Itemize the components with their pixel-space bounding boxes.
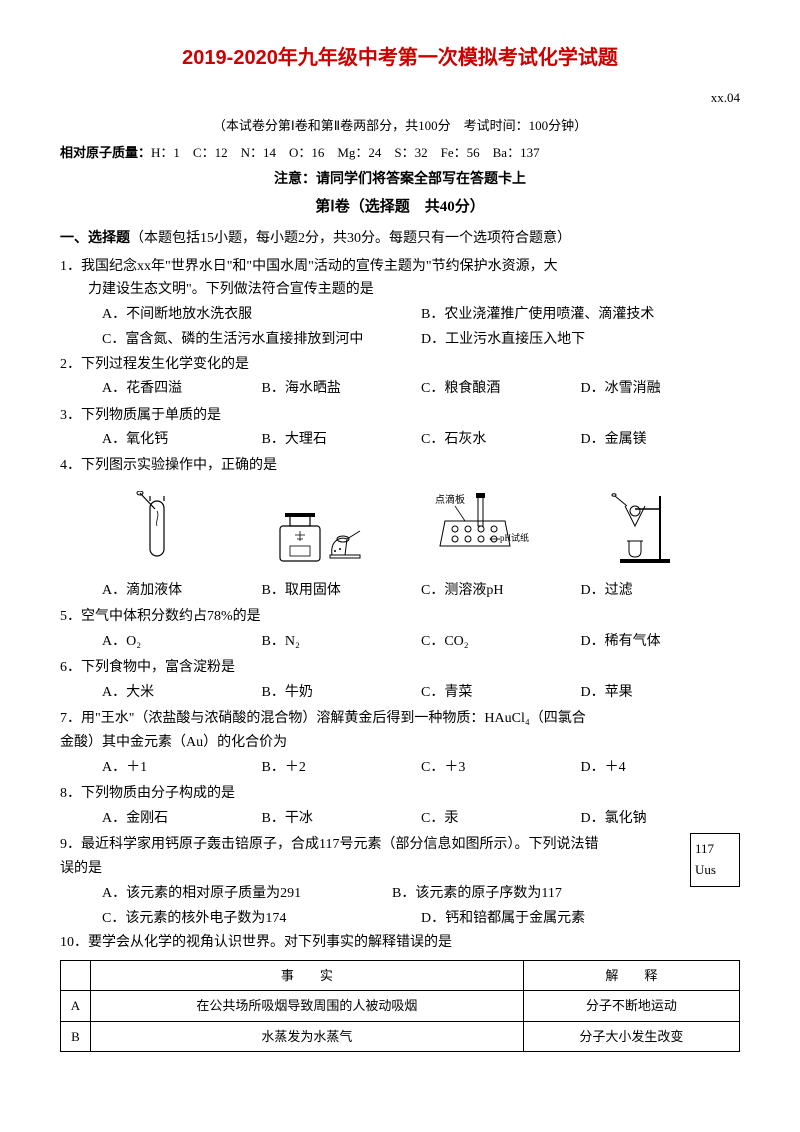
q8-optB: B．干冰 — [262, 806, 422, 831]
q7-optD: D．＋4 — [581, 755, 741, 780]
q6-text: 6．下列食物中，富含淀粉是 — [60, 656, 740, 680]
filter-stand-icon — [605, 491, 675, 566]
q7-optC: C．＋3 — [421, 755, 581, 780]
q6-optA: A．大米 — [102, 680, 262, 705]
q9-optB: B．该元素的原子序数为117 — [392, 881, 682, 906]
q4-text: 4．下列图示实验操作中，正确的是 — [60, 454, 740, 478]
q4-optA: A．滴加液体 — [102, 578, 262, 603]
rowA-explain: 分子不断地运动 — [523, 991, 739, 1021]
notice: 注意：请同学们将答案全部写在答题卡上 — [60, 167, 740, 192]
q1-optD: D．工业污水直接压入地下 — [421, 327, 740, 352]
test-tube-icon — [130, 491, 190, 566]
q6-optB: B．牛奶 — [262, 680, 422, 705]
q9-optD: D．钙和锫都属于金属元素 — [421, 906, 740, 931]
diagram-A — [80, 488, 240, 568]
rowA-fact: 在公共场所吸烟导致周围的人被动吸烟 — [91, 991, 524, 1021]
q4-optD: D．过滤 — [581, 578, 741, 603]
q3-optD: D．金属镁 — [581, 427, 741, 452]
q7-line1: 7．用"王水"（浓盐酸与浓硝酸的混合物）溶解黄金后得到一种物质：HAuCl₄（四… — [60, 707, 740, 731]
q1-optC: C．富含氮、磷的生活污水直接排放到河中 — [102, 327, 421, 352]
diagram-D — [560, 488, 720, 568]
section-1-title: 第Ⅰ卷（选择题 共40分） — [60, 194, 740, 221]
q-header-prefix: 一、选择题 — [60, 231, 130, 246]
q8-optA: A．金刚石 — [102, 806, 262, 831]
q7-optA: A．＋1 — [102, 755, 262, 780]
q5-optB: B．N₂ — [262, 629, 422, 654]
q5-optD: D．稀有气体 — [581, 629, 741, 654]
q9-optA: A．该元素的相对原子质量为291 — [102, 881, 392, 906]
q3-optB: B．大理石 — [262, 427, 422, 452]
q7-optB: B．＋2 — [262, 755, 422, 780]
atomic-values: H：1 C：12 N：14 O：16 Mg：24 S：32 Fe：56 Ba：1… — [151, 145, 540, 160]
q6-optC: C．青菜 — [421, 680, 581, 705]
q2-text: 2．下列过程发生化学变化的是 — [60, 353, 740, 377]
q-header-detail: （本题包括15小题，每小题2分，共30分。每题只有一个选项符合题意） — [130, 231, 571, 246]
q7-line2: 金酸）其中金元素（Au）的化合价为 — [60, 731, 740, 755]
diagram-B — [240, 488, 400, 568]
q5-text: 5．空气中体积分数约占78%的是 — [60, 605, 740, 629]
q9-optC: C．该元素的核外电子数为174 — [102, 906, 421, 931]
rowA-label: A — [61, 991, 91, 1021]
jar-bottle-icon — [275, 491, 365, 566]
atomic-mass: 相对原子质量：H：1 C：12 N：14 O：16 Mg：24 S：32 Fe：… — [60, 141, 740, 164]
q9-line2: 误的是 — [60, 857, 740, 881]
q2-optD: D．冰雪消融 — [581, 376, 741, 401]
q4-optB: B．取用固体 — [262, 578, 422, 603]
q1-line1: 1．我国纪念xx年"世界水日"和"中国水周"活动的宣传主题为"节约保护水资源，大 — [60, 255, 740, 279]
rowB-label: B — [61, 1021, 91, 1051]
element-box: 117 Uus — [690, 833, 740, 887]
q1-line2: 力建设生态文明"。下列做法符合宣传主题的是 — [60, 278, 740, 302]
q2-optC: C．粮食酿酒 — [421, 376, 581, 401]
table-header-fact: 事 实 — [91, 960, 524, 990]
date-mark: xx.04 — [60, 86, 740, 109]
q8-optC: C．汞 — [421, 806, 581, 831]
q9-line1: 9．最近科学家用钙原子轰击锫原子，合成117号元素（部分信息如图所示）。下列说法… — [60, 833, 740, 857]
element-number: 117 — [695, 839, 735, 860]
q3-text: 3．下列物质属于单质的是 — [60, 404, 740, 428]
q10-text: 10．要学会从化学的视角认识世界。对下列事实的解释错误的是 — [60, 931, 740, 955]
q3-optC: C．石灰水 — [421, 427, 581, 452]
q3-optA: A．氧化钙 — [102, 427, 262, 452]
element-symbol: Uus — [695, 860, 735, 881]
rowB-explain: 分子大小发生改变 — [523, 1021, 739, 1051]
exam-title: 2019-2020年九年级中考第一次模拟考试化学试题 — [60, 40, 740, 76]
q5-optA: A．O₂ — [102, 629, 262, 654]
exam-info: （本试卷分第Ⅰ卷和第Ⅱ卷两部分，共100分 考试时间：100分钟） — [60, 114, 740, 137]
q5-optC: C．CO₂ — [421, 629, 581, 654]
ph-plate-icon: 点滴板 pH试纸 — [430, 491, 530, 566]
q4-optC: C．测溶液pH — [421, 578, 581, 603]
q2-optB: B．海水晒盐 — [262, 376, 422, 401]
question-header: 一、选择题（本题包括15小题，每小题2分，共30分。每题只有一个选项符合题意） — [60, 226, 740, 251]
q1-optB: B．农业浇灌推广使用喷灌、滴灌技术 — [421, 302, 740, 327]
q4-diagrams: 点滴板 pH试纸 — [60, 483, 740, 573]
q8-text: 8．下列物质由分子构成的是 — [60, 782, 740, 806]
rowB-fact: 水蒸发为水蒸气 — [91, 1021, 524, 1051]
q2-optA: A．花香四溢 — [102, 376, 262, 401]
q8-optD: D．氯化钠 — [581, 806, 741, 831]
table-header-blank — [61, 960, 91, 990]
q6-optD: D．苹果 — [581, 680, 741, 705]
q10-table: 事 实 解 释 A 在公共场所吸烟导致周围的人被动吸烟 分子不断地运动 B 水蒸… — [60, 960, 740, 1052]
label-dropper-plate: 点滴板 — [435, 493, 465, 506]
diagram-C: 点滴板 pH试纸 — [400, 488, 560, 568]
label-ph-paper: pH试纸 — [500, 532, 529, 543]
q1-optA: A．不间断地放水洗衣服 — [102, 302, 421, 327]
table-header-explain: 解 释 — [523, 960, 739, 990]
atomic-label: 相对原子质量： — [60, 145, 151, 160]
